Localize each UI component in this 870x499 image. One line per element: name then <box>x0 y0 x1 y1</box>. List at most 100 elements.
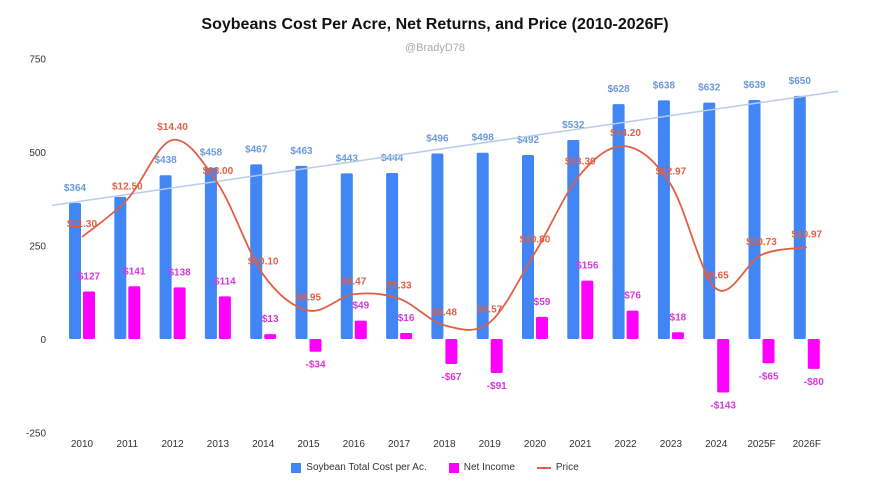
x-tick-label: 2020 <box>524 439 547 450</box>
net-income-bar <box>309 339 322 352</box>
legend-label: Soybean Total Cost per Ac. <box>306 462 427 473</box>
x-tick-label: 2015 <box>297 439 320 450</box>
price-data-label: $14.20 <box>610 128 641 139</box>
legend-label: Price <box>555 462 579 473</box>
net-income-data-label: $138 <box>168 267 191 278</box>
trendline <box>51 90 839 207</box>
cost-bar <box>476 152 489 339</box>
net-income-bar <box>581 280 594 339</box>
cost-bar <box>340 173 353 339</box>
cost-bar <box>748 100 761 339</box>
cost-data-label: $650 <box>789 76 812 87</box>
x-tick-label: 2016 <box>343 439 366 450</box>
legend-swatch <box>448 462 459 473</box>
cost-bar <box>522 154 534 339</box>
price-data-label: $12.50 <box>112 181 143 192</box>
cost-bar <box>703 102 716 339</box>
price-data-label: $8.95 <box>296 293 321 304</box>
net-income-data-label: $18 <box>670 312 687 323</box>
price-data-label: $8.57 <box>477 304 502 315</box>
cost-bar <box>114 196 127 339</box>
cost-bar <box>204 167 217 339</box>
cost-data-label: $638 <box>653 80 676 91</box>
chart-title: Soybeans Cost Per Acre, Net Returns, and… <box>201 16 669 33</box>
net-income-bar <box>128 286 141 339</box>
cost-data-label: $443 <box>336 153 359 164</box>
x-tick-label: 2017 <box>388 439 411 450</box>
chart-subtitle: @BradyD78 <box>404 42 466 54</box>
legend: Soybean Total Cost per Ac. Net Income Pr… <box>0 462 870 473</box>
cost-bar <box>612 104 625 340</box>
cost-data-label: $444 <box>381 153 404 164</box>
price-data-label: $9.33 <box>387 281 412 292</box>
cost-bar <box>69 202 81 339</box>
net-income-data-label: -$65 <box>758 371 778 382</box>
net-income-data-label: $16 <box>398 313 415 324</box>
net-income-bar <box>354 320 367 339</box>
cost-data-label: $492 <box>517 135 540 146</box>
net-income-data-label: $13 <box>262 314 279 325</box>
cost-bar <box>567 140 580 339</box>
cost-data-label: $532 <box>562 120 585 131</box>
cost-data-label: $639 <box>743 80 766 91</box>
cost-bar <box>431 153 444 339</box>
net-income-data-label: $156 <box>576 261 599 272</box>
net-income-data-label: $127 <box>78 272 101 283</box>
price-data-label: $8.48 <box>432 307 457 318</box>
price-line <box>81 139 807 331</box>
cost-data-label: $463 <box>290 146 313 157</box>
net-income-bar <box>717 339 730 393</box>
net-income-bar <box>762 339 775 364</box>
price-data-label: $12.97 <box>656 167 687 178</box>
y-tick-label: 750 <box>29 55 46 66</box>
price-data-label: $10.80 <box>520 235 551 246</box>
legend-item-net-income: Net Income <box>448 462 515 473</box>
net-income-bar <box>671 332 684 339</box>
cost-bar <box>657 100 670 339</box>
net-income-bar <box>83 291 95 339</box>
net-income-bar <box>445 339 458 365</box>
net-income-data-label: -$143 <box>710 400 736 411</box>
net-income-data-label: -$80 <box>804 377 824 388</box>
legend-label: Net Income <box>463 462 515 473</box>
price-data-label: $10.10 <box>248 257 279 268</box>
cost-bar <box>793 95 806 340</box>
net-income-bar <box>490 339 503 374</box>
cost-data-label: $496 <box>426 133 449 144</box>
net-income-data-label: $49 <box>352 301 369 312</box>
x-tick-label: 2019 <box>479 439 502 450</box>
legend-swatch <box>291 462 302 473</box>
net-income-data-label: -$67 <box>441 372 461 383</box>
y-tick-label: 0 <box>40 335 46 346</box>
net-income-bar <box>807 339 820 369</box>
y-tick-label: 500 <box>29 148 46 159</box>
cost-data-label: $364 <box>64 183 87 194</box>
x-tick-label: 2011 <box>117 439 139 450</box>
net-income-data-label: -$91 <box>487 381 507 392</box>
cost-bar <box>250 164 263 339</box>
legend-item-cost: Soybean Total Cost per Ac. <box>291 462 427 473</box>
net-income-bar <box>218 296 231 339</box>
price-data-label: $9.65 <box>704 271 729 282</box>
cost-data-label: $498 <box>472 133 495 144</box>
price-data-label: $13.30 <box>565 156 596 167</box>
net-income-data-label: $114 <box>214 276 236 287</box>
net-income-bar <box>626 310 639 339</box>
x-tick-label: 2022 <box>614 439 637 450</box>
net-income-bar <box>536 316 548 339</box>
net-income-data-label: $141 <box>123 266 146 277</box>
legend-swatch <box>536 466 551 469</box>
price-data-label: $14.40 <box>157 122 188 133</box>
x-tick-label: 2018 <box>433 439 456 450</box>
cost-data-label: $467 <box>245 144 268 155</box>
cost-data-label: $628 <box>607 84 630 95</box>
x-tick-label: 2023 <box>660 439 683 450</box>
net-income-data-label: $59 <box>534 297 551 308</box>
net-income-bar <box>400 333 413 339</box>
net-income-bar <box>264 334 277 339</box>
x-tick-label: 2021 <box>569 439 592 450</box>
x-tick-label: 2024 <box>705 439 728 450</box>
x-tick-label: 2026F <box>793 439 821 450</box>
cost-bar <box>159 175 172 339</box>
